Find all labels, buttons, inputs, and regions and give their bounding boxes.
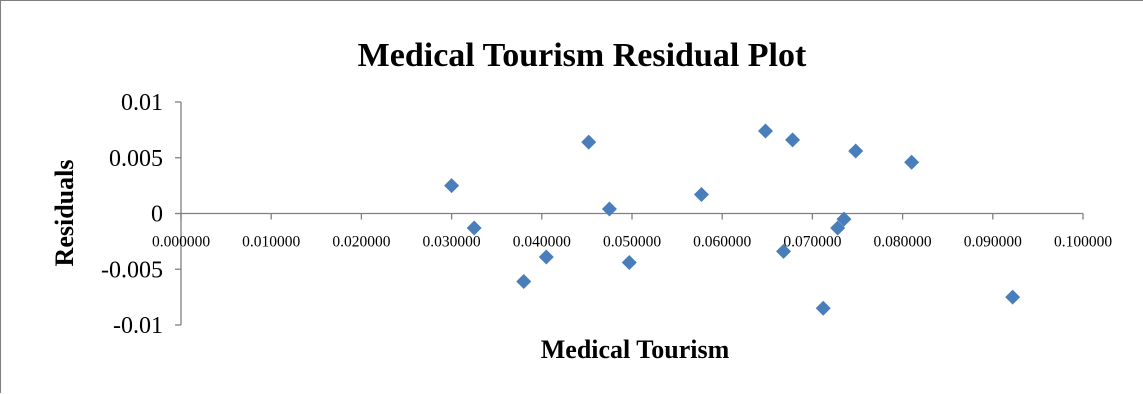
data-point <box>601 201 617 217</box>
x-tick-label: 0.040000 <box>513 234 571 251</box>
x-tick-label: 0.060000 <box>693 234 751 251</box>
y-tick-label: 0.005 <box>109 146 163 172</box>
chart-title: Medical Tourism Residual Plot <box>358 37 807 74</box>
x-tick-label: 0.000000 <box>152 234 210 251</box>
data-point <box>776 243 792 259</box>
x-tick-label: 0.010000 <box>242 234 300 251</box>
y-tick-label: 0.01 <box>121 90 163 116</box>
data-point <box>904 154 920 170</box>
y-tick-label: -0.005 <box>101 257 163 283</box>
x-tick-group: 0.000000 0.010000 0.020000 0.030000 0.040000… <box>152 213 1112 251</box>
x-tick-label: 0.100000 <box>1054 234 1112 251</box>
x-tick-label: 0.030000 <box>423 234 481 251</box>
data-point <box>785 132 801 148</box>
data-point <box>516 274 532 290</box>
data-point <box>538 249 554 265</box>
data-point <box>444 178 460 194</box>
x-axis-title: Medical Tourism <box>541 335 730 364</box>
x-tick-label: 0.020000 <box>332 234 390 251</box>
y-tick-label: -0.01 <box>113 313 163 339</box>
data-point <box>466 220 482 236</box>
data-point <box>830 220 846 236</box>
y-tick-group: 0.01 0.005 0 -0.005 -0.01 <box>101 90 181 339</box>
y-tick-label: 0 <box>151 202 163 228</box>
x-tick-label: 0.080000 <box>874 234 932 251</box>
data-point <box>693 187 709 203</box>
data-point <box>581 134 597 150</box>
data-point <box>848 143 864 159</box>
data-point <box>836 211 852 227</box>
data-points <box>444 123 1021 316</box>
data-point <box>757 123 773 139</box>
x-tick-label: 0.090000 <box>964 234 1022 251</box>
y-axis-title: Residuals <box>50 160 79 267</box>
data-point <box>1005 289 1021 305</box>
data-point <box>815 300 831 316</box>
x-tick-label: 0.050000 <box>603 234 661 251</box>
data-point <box>621 255 637 271</box>
x-tick-label: 0.070000 <box>783 234 841 251</box>
